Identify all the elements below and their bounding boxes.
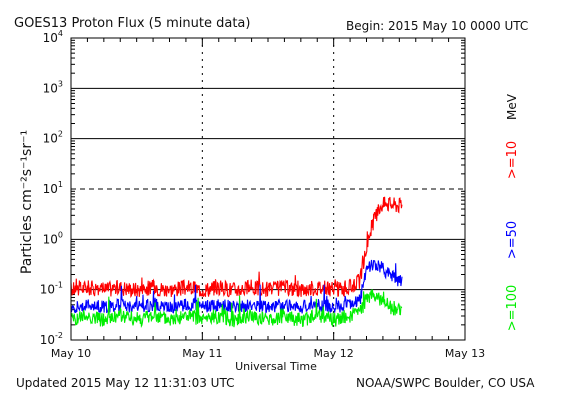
legend-entry: >=50 <box>505 221 520 259</box>
legend: >=10 >=50 >=100 MeV <box>505 93 520 331</box>
y-tick-base: 10 <box>43 81 58 95</box>
grid-layer <box>70 38 466 340</box>
y-tick-exponent: -1 <box>55 281 63 290</box>
y-tick-base: 10 <box>40 283 55 297</box>
x-tick-label: May 13 <box>445 347 485 360</box>
x-tick-label: May 12 <box>314 347 354 360</box>
y-tick-label: 104 <box>43 29 63 45</box>
y-tick-base: 10 <box>43 232 58 246</box>
y-tick-base: 10 <box>43 31 58 45</box>
y-tick-label: 100 <box>43 230 63 246</box>
begin-date: Begin: 2015 May 10 0000 UTC <box>346 19 528 33</box>
y-tick-exponent: 2 <box>58 130 63 139</box>
y-tick-exponent: 3 <box>58 79 63 88</box>
series-line <box>70 288 403 329</box>
y-tick-base: 10 <box>43 182 58 196</box>
y-tick-exponent: 4 <box>58 29 63 38</box>
plot-frame <box>70 37 466 341</box>
x-tick-labels: May 10 May 11 May 12 May 13 <box>51 347 485 360</box>
x-tick-label: May 10 <box>51 347 91 360</box>
y-tick-base: 10 <box>43 132 58 146</box>
legend-entry: >=10 <box>505 141 520 179</box>
x-axis-label: Universal Time <box>235 360 317 373</box>
y-tick-base: 10 <box>40 333 55 347</box>
chart-title: GOES13 Proton Flux (5 minute data) <box>14 16 250 31</box>
series-line <box>70 259 403 314</box>
y-axis-label: Particles cm⁻²s⁻¹sr⁻¹ <box>19 130 35 274</box>
y-tick-exponent: -2 <box>55 331 63 340</box>
legend-units: MeV <box>505 93 519 120</box>
y-tick-exponent: 1 <box>58 180 63 189</box>
y-tick-label: 101 <box>43 180 63 196</box>
x-tick-label: May 11 <box>182 347 222 360</box>
credit-text: NOAA/SWPC Boulder, CO USA <box>356 376 535 390</box>
series-line <box>70 196 403 299</box>
legend-entry: >=100 <box>505 285 520 332</box>
y-tick-exponent: 0 <box>58 230 63 239</box>
y-tick-label: 102 <box>43 130 63 146</box>
y-tick-label: 10-2 <box>40 331 63 347</box>
updated-timestamp: Updated 2015 May 12 11:31:03 UTC <box>16 376 234 390</box>
y-tick-label: 103 <box>43 79 63 95</box>
series-layer <box>70 196 403 329</box>
y-tick-label: 10-1 <box>40 281 63 297</box>
